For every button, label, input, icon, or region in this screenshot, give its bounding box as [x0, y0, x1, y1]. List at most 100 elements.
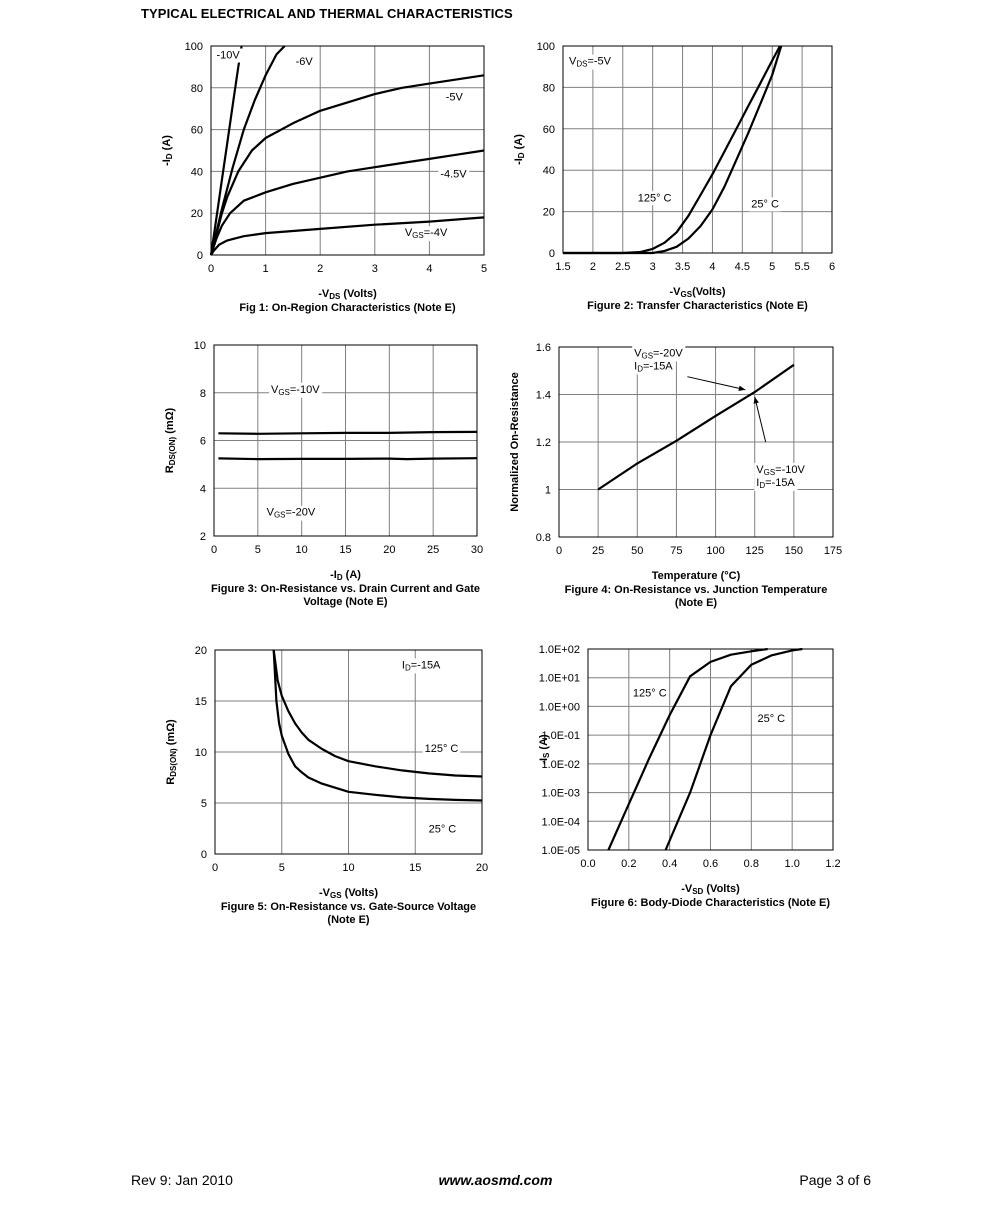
footer-page-number: Page 3 of 6 — [799, 1172, 871, 1188]
x-tick-label: 0 — [212, 862, 218, 874]
x-tick-label: 2.5 — [615, 261, 630, 273]
figure-caption: Fig 1: On-Region Characteristics (Note E… — [239, 302, 456, 314]
annotation-label: -6V — [296, 56, 314, 68]
callout-arrow — [754, 396, 767, 443]
annotation-bg — [264, 505, 318, 521]
y-tick-label: 40 — [543, 165, 555, 177]
series-line — [209, 74, 485, 256]
x-tick-label: 2 — [590, 261, 596, 273]
annotation-label: VGS=-20V — [634, 348, 683, 361]
annotation-label: VGS=-20V — [267, 507, 316, 520]
figure-caption: Figure 3: On-Resistance vs. Drain Curren… — [211, 583, 480, 595]
annotation-label: 125° C — [638, 192, 672, 204]
x-tick-label: 5 — [279, 862, 285, 874]
series-line — [218, 457, 478, 461]
y-tick-label: 1.0E+01 — [539, 673, 580, 685]
x-tick-label: 15 — [339, 544, 351, 556]
x-tick-label: 50 — [631, 545, 643, 557]
y-tick-label: 1.4 — [536, 390, 551, 402]
annotation-bg — [399, 658, 444, 674]
annotation-label: 25° C — [751, 198, 779, 210]
annotation-label: ID=-15A — [756, 477, 795, 490]
x-tick-label: 0 — [211, 544, 217, 556]
y-tick-label: 100 — [537, 41, 555, 53]
x-tick-label: 0 — [208, 263, 214, 275]
callout-arrowhead — [738, 385, 746, 391]
series-line — [272, 649, 483, 802]
figure-caption: Figure 2: Transfer Characteristics (Note… — [587, 300, 808, 312]
y-tick-label: 0 — [549, 248, 555, 260]
y-axis-label: -ID (A) — [161, 135, 174, 166]
x-tick-label: 75 — [670, 545, 682, 557]
figure-caption: Figure 5: On-Resistance vs. Gate-Source … — [221, 901, 476, 913]
x-tick-label: 0.6 — [703, 858, 718, 870]
annotation-bg — [422, 742, 461, 756]
x-tick-label: 0.8 — [744, 858, 759, 870]
y-tick-label: 1.6 — [536, 342, 551, 354]
y-tick-label: 1.0E-04 — [541, 816, 580, 828]
y-tick-label: 60 — [543, 124, 555, 136]
x-tick-label: 4 — [426, 263, 432, 275]
annotation-bg — [754, 475, 798, 491]
y-tick-label: 20 — [543, 207, 555, 219]
annotation-label: -4.5V — [440, 169, 467, 181]
x-tick-label: 150 — [785, 545, 803, 557]
y-tick-label: 60 — [191, 125, 203, 137]
x-tick-label: 3.5 — [675, 261, 690, 273]
y-tick-label: 4 — [200, 483, 206, 495]
series-line — [218, 430, 478, 435]
series-line — [664, 647, 803, 851]
figure-caption: Figure 4: On-Resistance vs. Junction Tem… — [565, 584, 828, 596]
x-tick-label: 6 — [829, 261, 835, 273]
series-line — [607, 647, 768, 851]
x-tick-label: 10 — [342, 862, 354, 874]
figure-caption: Figure 6: Body-Diode Characteristics (No… — [591, 897, 830, 909]
y-tick-label: 15 — [195, 696, 207, 708]
annotation-bg — [566, 54, 614, 70]
y-tick-label: 6 — [200, 436, 206, 448]
y-tick-label: 10 — [194, 340, 206, 352]
x-tick-label: 3 — [372, 263, 378, 275]
x-tick-label: 175 — [824, 545, 842, 557]
annotation-bg — [632, 346, 686, 362]
x-tick-label: 0.0 — [580, 858, 595, 870]
x-tick-label: 1.5 — [555, 261, 570, 273]
annotation-label: VGS=-4V — [405, 227, 448, 240]
y-axis-label: RDS(ON) (mΩ) — [164, 407, 177, 473]
series-line — [272, 649, 483, 778]
y-tick-label: 100 — [185, 41, 203, 53]
x-tick-label: 20 — [476, 862, 488, 874]
x-axis-label: -ID (A) — [330, 569, 361, 582]
series-line — [210, 216, 485, 256]
y-tick-label: 5 — [201, 798, 207, 810]
figure-caption: (Note E) — [675, 597, 718, 609]
series-line — [597, 363, 795, 491]
plot-frame — [562, 45, 833, 254]
x-tick-label: 20 — [383, 544, 395, 556]
x-tick-label: 2 — [317, 263, 323, 275]
x-tick-label: 10 — [296, 544, 308, 556]
y-axis-label: RDS(ON) (mΩ) — [165, 719, 178, 785]
y-tick-label: 1.0E-05 — [541, 845, 580, 857]
annotation-label: ID=-15A — [634, 361, 673, 374]
y-tick-label: 1.0E+00 — [539, 701, 580, 713]
plot-frame — [558, 346, 834, 538]
x-tick-label: 5 — [481, 263, 487, 275]
annotation-bg — [214, 48, 243, 63]
series-line — [209, 149, 485, 256]
x-tick-label: 0 — [556, 545, 562, 557]
y-tick-label: 20 — [195, 645, 207, 657]
chart-fig3: 0 5 10 15 20 25 30 2 4 6 8 10 VGS=-10V VGS=-20V -ID (A… — [164, 340, 483, 608]
annotation-bg — [293, 54, 316, 69]
chart-fig6: 0.0 0.2 0.4 0.6 0.8 1.0 1.2 1.0E-05 1.0E-04 1.0E-… — [538, 644, 841, 909]
y-tick-label: 80 — [191, 83, 203, 95]
series-line — [563, 45, 783, 255]
callout-arrowhead — [753, 396, 759, 404]
chart-fig5: 0 5 10 15 20 0 5 10 15 20 ID=-15A 125° C 25° C -VGS (… — [165, 645, 488, 926]
page-title: TYPICAL ELECTRICAL AND THERMAL CHARACTER… — [141, 6, 513, 21]
x-tick-label: 1.0 — [785, 858, 800, 870]
y-tick-label: 0.8 — [536, 532, 551, 544]
y-tick-label: 0 — [201, 849, 207, 861]
annotation-bg — [755, 712, 788, 727]
